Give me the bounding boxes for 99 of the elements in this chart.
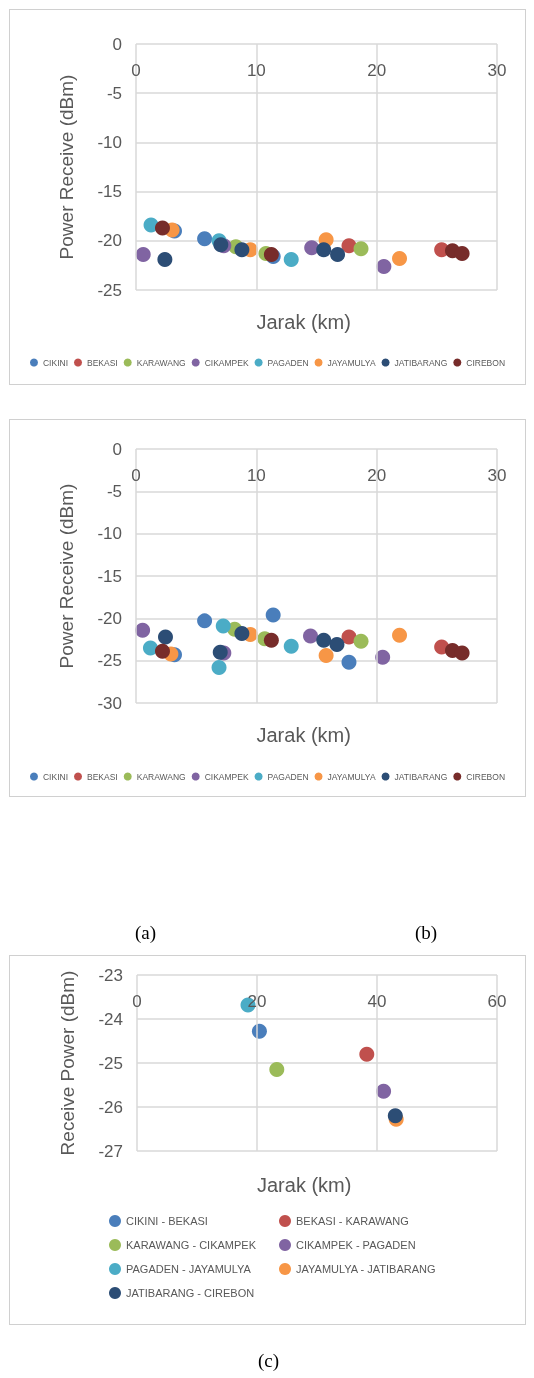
legend-label: CIREBON (466, 357, 506, 368)
legend-label: CIKINI - BEKASI (126, 1215, 208, 1227)
point (197, 231, 213, 247)
legend-label: CIKAMPEK - PAGADEN (296, 1239, 416, 1251)
point (341, 654, 357, 670)
y-tick-label: -10 (97, 132, 122, 152)
y-tick-label: -15 (97, 182, 122, 202)
point (234, 626, 250, 642)
legend-label: BEKASI (87, 357, 118, 368)
y-tick-label: -26 (98, 1097, 123, 1117)
point (142, 640, 158, 656)
point (197, 613, 213, 629)
legend-label: JATIBARANG (394, 357, 448, 368)
legend-label: CIKAMPEK (204, 357, 249, 368)
legend-label: PAGADEN - JAYAMULYA (126, 1263, 252, 1275)
point (341, 629, 357, 645)
point (283, 638, 299, 654)
y-tick-label: -10 (97, 524, 122, 544)
point (158, 629, 173, 645)
x-tick-label: 0 (131, 466, 141, 485)
point (341, 238, 357, 254)
x-tick-label: 30 (487, 61, 507, 80)
point (392, 251, 408, 267)
x-tick-label: 60 (487, 992, 507, 1011)
x-axis-title: Jarak (km) (257, 1174, 352, 1196)
point (376, 1083, 392, 1099)
y-tick-label: -20 (97, 608, 122, 628)
x-axis-title: Jarak (km) (256, 724, 351, 746)
point (353, 241, 369, 257)
point (157, 252, 173, 267)
point (265, 607, 281, 623)
legend-label: PAGADEN (267, 357, 309, 368)
point (263, 632, 279, 648)
y-tick-label: -25 (97, 651, 122, 671)
y-tick-label: -25 (97, 280, 122, 300)
y-tick-label: -5 (106, 481, 122, 501)
point (234, 242, 250, 258)
y-tick-label: -25 (98, 1053, 123, 1073)
legend-label: KARAWANG (136, 357, 186, 368)
point (135, 247, 151, 263)
x-tick-label: 10 (246, 466, 266, 485)
point (318, 648, 334, 664)
x-tick-label: 0 (131, 61, 141, 80)
point (359, 1046, 375, 1062)
point (330, 247, 346, 263)
legend-label: JAYAMULYA (327, 771, 376, 782)
y-axis-title: Power Receive (dBm) (56, 74, 77, 260)
legend-label: CIKAMPEK (204, 771, 249, 782)
y-tick-label: -30 (97, 693, 122, 713)
point (303, 628, 318, 644)
point (269, 1062, 285, 1078)
legend-label: BEKASI - KARAWANG (296, 1215, 409, 1227)
x-axis-title: Jarak (km) (256, 311, 351, 333)
y-axis-title: Power Receive (dBm) (56, 483, 77, 669)
y-axis-title: Receive Power (dBm) (57, 970, 78, 1156)
y-tick-label: -23 (98, 965, 123, 985)
point (215, 618, 231, 634)
legend-label: KARAWANG - CIKAMPEK (126, 1239, 257, 1251)
x-tick-label: 40 (367, 992, 387, 1011)
point (316, 242, 332, 258)
point (329, 637, 345, 653)
legend-label: JATIBARANG - CIREBON (126, 1287, 255, 1299)
point (154, 220, 170, 236)
y-tick-label: -24 (98, 1009, 123, 1029)
point (135, 622, 151, 638)
text: (b) (415, 922, 438, 944)
legend-label: CIREBON (466, 771, 506, 782)
legend-label: KARAWANG (136, 771, 186, 782)
point (376, 258, 392, 274)
x-tick-label: 0 (132, 992, 142, 1011)
legend-label: BEKASI (87, 771, 118, 782)
point (304, 240, 320, 256)
text: (c) (258, 1350, 280, 1372)
legend-label: PAGADEN (267, 771, 309, 782)
point (392, 627, 408, 643)
x-tick-label: 10 (246, 61, 266, 80)
point (211, 659, 227, 675)
text: (a) (135, 922, 157, 944)
x-tick-label: 20 (367, 61, 387, 80)
point (212, 644, 228, 660)
x-tick-label: 20 (367, 466, 387, 485)
point (283, 252, 299, 267)
y-tick-label: 0 (112, 439, 122, 459)
point (316, 632, 332, 648)
legend-label: CIKINI (42, 771, 69, 782)
point (454, 246, 470, 262)
legend-label: JATIBARANG (394, 771, 448, 782)
legend-label: JAYAMULYA (327, 357, 376, 368)
point (454, 645, 470, 661)
legend-label: CIKINI (42, 357, 69, 368)
point (154, 643, 170, 659)
x-tick-label: 30 (487, 466, 507, 485)
y-tick-label: -20 (97, 231, 122, 251)
point (353, 633, 369, 649)
y-tick-label: -15 (97, 566, 122, 586)
y-tick-label: -27 (98, 1141, 123, 1161)
y-tick-label: -5 (106, 83, 122, 103)
legend-label: JAYAMULYA - JATIBARANG (296, 1263, 436, 1275)
y-tick-label: 0 (112, 34, 122, 54)
